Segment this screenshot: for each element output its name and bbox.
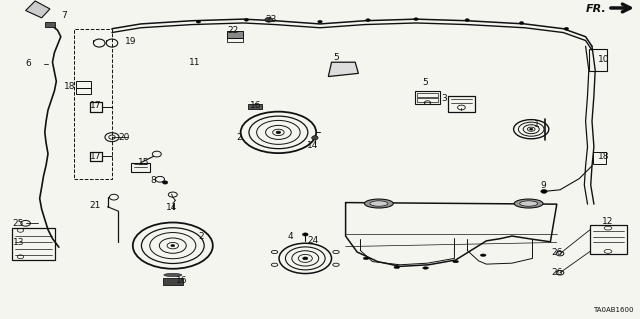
Ellipse shape <box>520 201 538 206</box>
Ellipse shape <box>276 131 280 134</box>
Bar <box>415 91 440 104</box>
Bar <box>76 81 91 88</box>
Text: TA0AB1600: TA0AB1600 <box>593 307 634 313</box>
Text: 24: 24 <box>307 236 319 245</box>
Text: 6: 6 <box>26 59 31 68</box>
Ellipse shape <box>196 20 201 23</box>
Text: 7: 7 <box>61 11 67 20</box>
Ellipse shape <box>303 257 308 260</box>
Bar <box>417 93 438 97</box>
Bar <box>227 38 243 42</box>
Ellipse shape <box>529 128 532 130</box>
Bar <box>227 31 243 38</box>
Text: 3: 3 <box>442 94 447 103</box>
Bar <box>417 98 438 102</box>
Text: 12: 12 <box>602 217 613 226</box>
Ellipse shape <box>164 273 182 277</box>
Ellipse shape <box>244 19 249 21</box>
Bar <box>590 225 627 254</box>
Text: 21: 21 <box>90 201 101 210</box>
Ellipse shape <box>317 20 323 23</box>
Polygon shape <box>26 1 50 18</box>
Text: 15: 15 <box>138 158 149 167</box>
Bar <box>76 88 91 94</box>
Text: 5: 5 <box>333 53 339 62</box>
Bar <box>589 49 607 71</box>
Ellipse shape <box>453 260 458 263</box>
Ellipse shape <box>541 189 547 193</box>
Text: 5: 5 <box>422 78 428 87</box>
Text: FR.: FR. <box>586 4 607 14</box>
Text: 26: 26 <box>552 248 563 256</box>
Ellipse shape <box>370 201 388 206</box>
Text: 17: 17 <box>90 152 101 161</box>
Bar <box>248 104 262 109</box>
Bar <box>593 152 606 164</box>
Polygon shape <box>328 62 358 77</box>
Text: 25: 25 <box>13 219 24 228</box>
Ellipse shape <box>171 245 175 247</box>
Text: 14: 14 <box>166 203 178 212</box>
Ellipse shape <box>423 267 429 269</box>
Text: 2: 2 <box>237 133 243 142</box>
Bar <box>131 163 150 172</box>
Bar <box>12 228 55 260</box>
Text: 16: 16 <box>250 101 261 110</box>
Text: 22: 22 <box>227 26 239 35</box>
Text: 17: 17 <box>90 101 101 110</box>
Ellipse shape <box>394 266 400 269</box>
Text: 1: 1 <box>534 120 540 129</box>
Text: 19: 19 <box>125 37 136 46</box>
Ellipse shape <box>519 21 524 24</box>
Ellipse shape <box>365 199 393 208</box>
Text: 18: 18 <box>598 152 610 161</box>
Ellipse shape <box>515 199 543 208</box>
Ellipse shape <box>564 27 569 30</box>
Text: 14: 14 <box>307 141 319 150</box>
Text: 18: 18 <box>64 82 76 91</box>
Ellipse shape <box>265 18 273 22</box>
Bar <box>45 22 55 27</box>
Text: 13: 13 <box>13 238 24 247</box>
Bar <box>448 96 475 112</box>
Bar <box>74 29 112 179</box>
Ellipse shape <box>163 181 168 184</box>
Text: 20: 20 <box>118 133 130 142</box>
Text: 11: 11 <box>189 58 200 67</box>
Text: 23: 23 <box>266 15 277 24</box>
Text: 8: 8 <box>150 176 156 185</box>
Ellipse shape <box>302 233 308 236</box>
Text: 2: 2 <box>198 232 204 241</box>
Text: 16: 16 <box>176 276 188 285</box>
Ellipse shape <box>465 19 470 21</box>
Text: 26: 26 <box>552 268 563 277</box>
Text: 4: 4 <box>288 232 294 241</box>
Bar <box>163 278 183 285</box>
Text: 9: 9 <box>541 181 547 189</box>
Ellipse shape <box>312 136 318 140</box>
Ellipse shape <box>480 254 486 256</box>
Ellipse shape <box>364 257 369 260</box>
Ellipse shape <box>414 18 419 21</box>
Text: 10: 10 <box>598 55 610 63</box>
Ellipse shape <box>366 19 370 21</box>
